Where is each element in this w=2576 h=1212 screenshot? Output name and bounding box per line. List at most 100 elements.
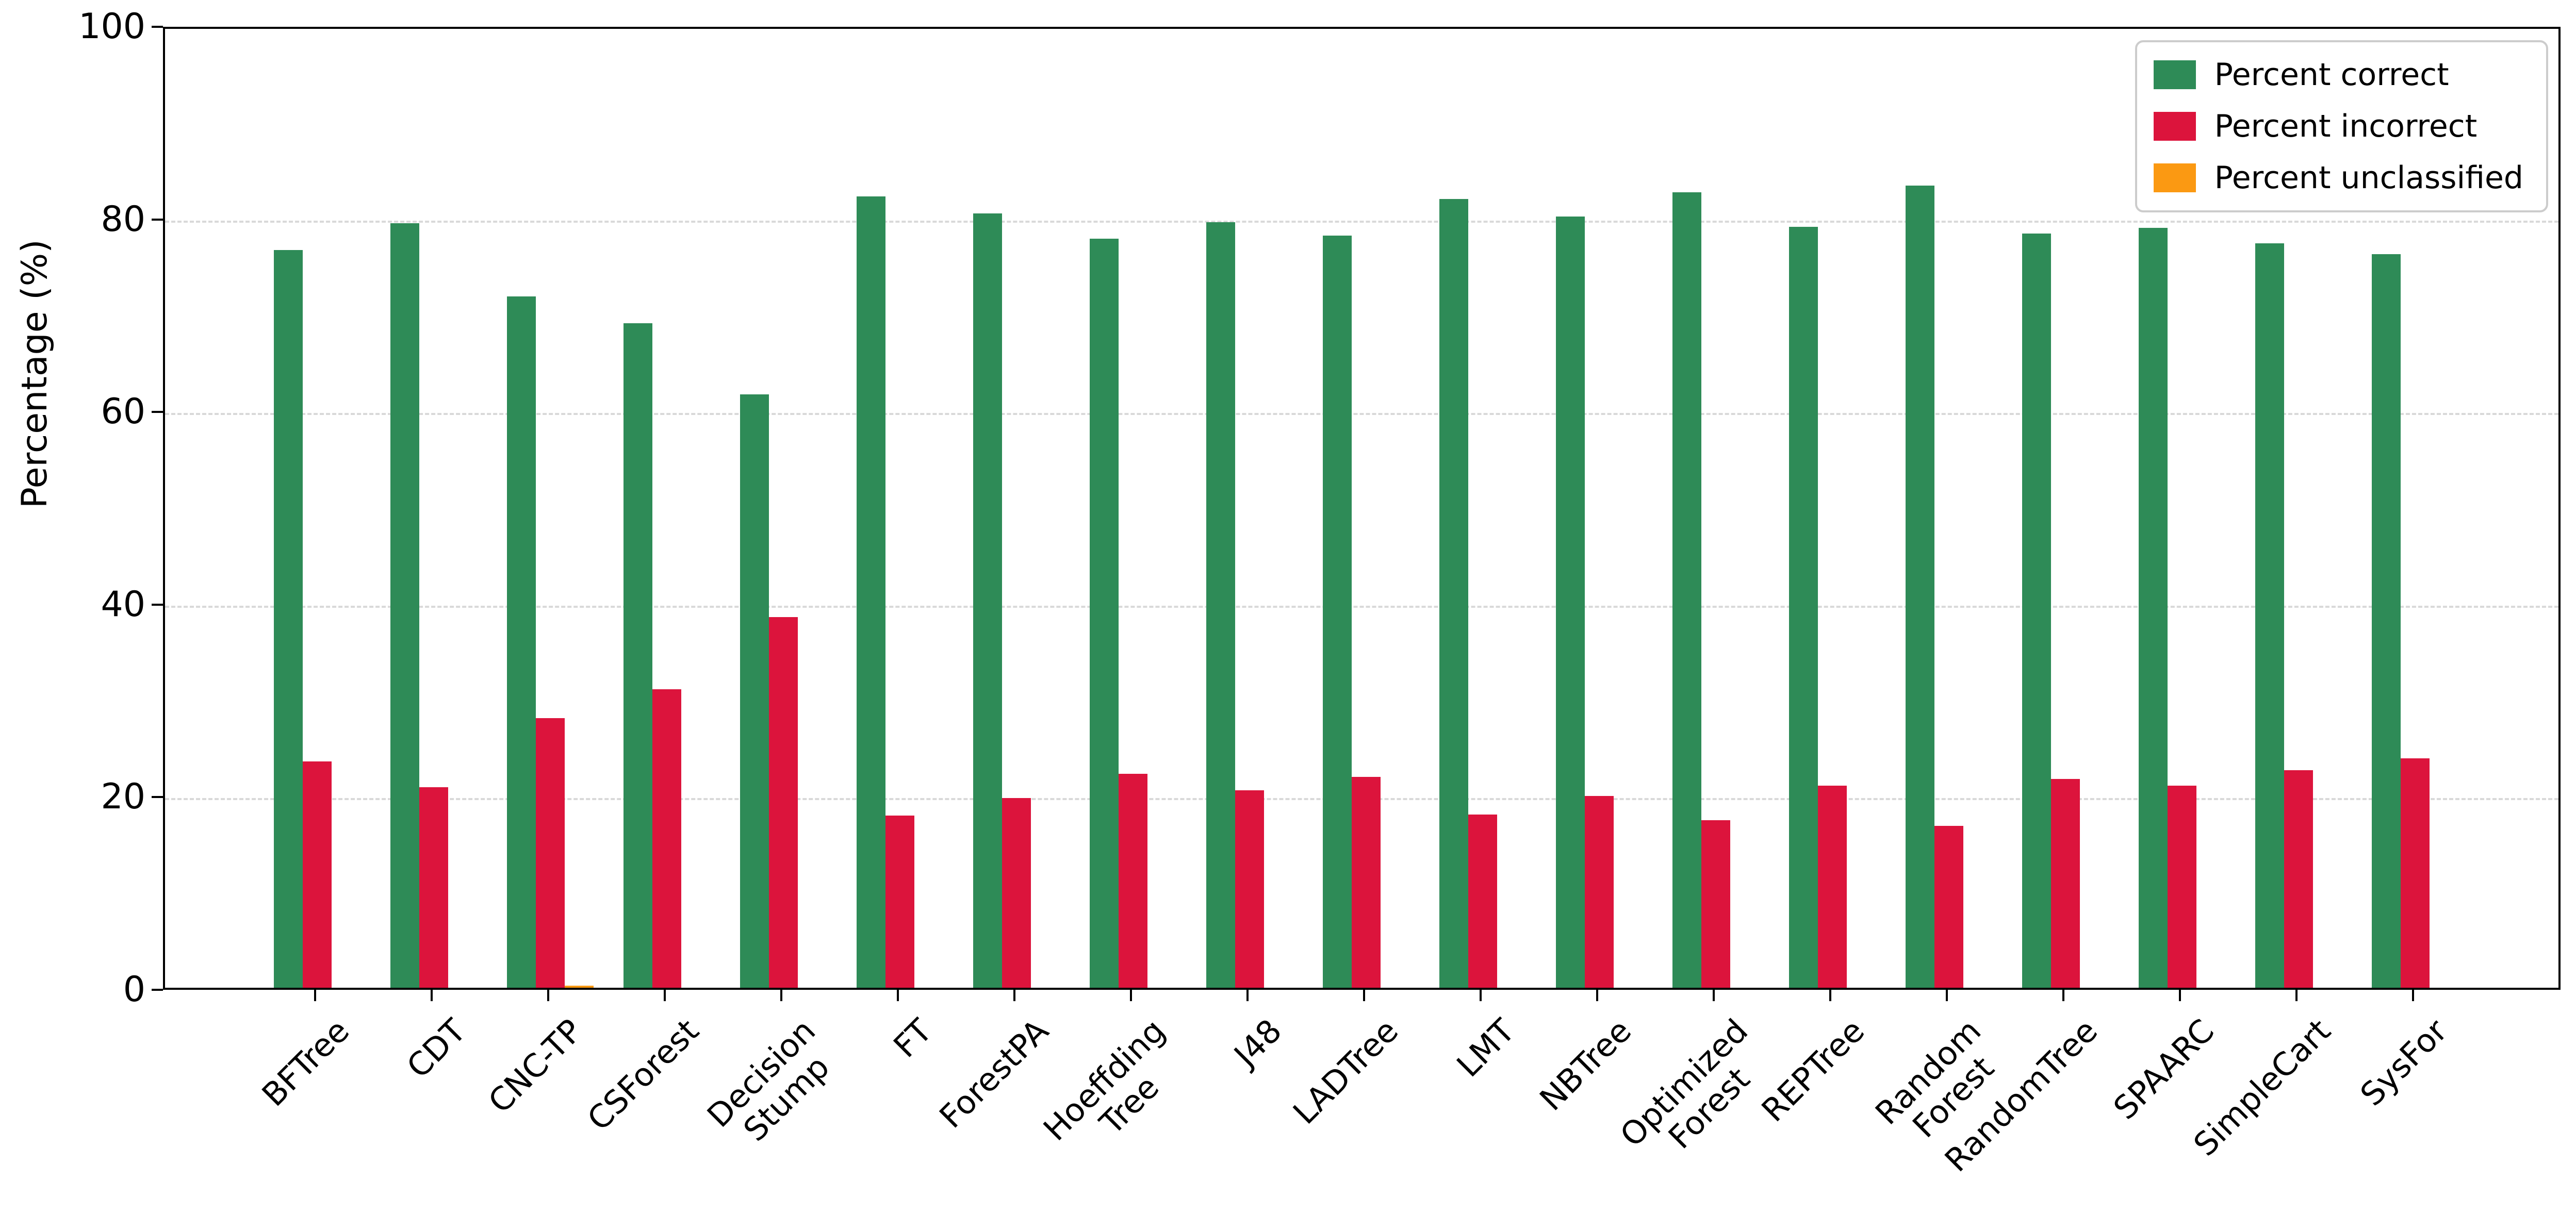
x-tick-label-LMT: LMT: [1449, 1011, 1522, 1085]
bar-incorrect-NBTree: [1585, 796, 1614, 988]
bar-incorrect-SimpleCart: [2284, 770, 2313, 988]
x-tick-mark-6: [1013, 990, 1015, 1001]
gridline-60: [165, 413, 2558, 416]
y-tick-mark-20: [152, 796, 163, 799]
x-tick-label-LADTree: LADTree: [1286, 1011, 1406, 1132]
bar-incorrect-Hoeffding-Tree: [1119, 774, 1147, 988]
bar-correct-CNC-TP: [507, 296, 536, 988]
x-tick-mark-0: [314, 990, 316, 1001]
bar-correct-LADTree: [1323, 236, 1352, 988]
gridline-80: [165, 220, 2558, 223]
x-tick-mark-2: [547, 990, 549, 1001]
y-tick-label-100: 100: [78, 6, 145, 47]
legend-swatch-icon: [2153, 60, 2196, 89]
bar-correct-Random-Forest: [1906, 185, 1934, 988]
bar-incorrect-Optimized-Forest: [1701, 820, 1730, 988]
x-tick-mark-15: [2062, 990, 2064, 1001]
x-tick-mark-14: [1946, 990, 1948, 1001]
y-tick-label-80: 80: [101, 198, 145, 240]
y-tick-mark-100: [152, 26, 163, 28]
bar-incorrect-BFTree: [303, 761, 332, 988]
bar-correct-RandomTree: [2022, 234, 2051, 988]
y-tick-label-40: 40: [101, 584, 145, 625]
y-tick-label-60: 60: [101, 391, 145, 433]
legend: Percent correct Percent incorrect Percent …: [2135, 40, 2548, 212]
x-tick-label-NBTree: NBTree: [1532, 1011, 1639, 1118]
x-tick-mark-10: [1480, 990, 1482, 1001]
y-axis-label: Percentage (%): [14, 239, 55, 508]
x-tick-mark-5: [897, 990, 899, 1001]
bar-incorrect-LMT: [1468, 814, 1497, 988]
bar-incorrect-LADTree: [1352, 776, 1381, 988]
bar-incorrect-Random-Forest: [1934, 826, 1963, 988]
bar-incorrect-SysFor: [2401, 758, 2430, 988]
bar-correct-LMT: [1439, 199, 1468, 988]
bar-correct-SimpleCart: [2255, 243, 2284, 988]
legend-label: Percent unclassified: [2214, 160, 2523, 196]
x-tick-mark-18: [2412, 990, 2414, 1001]
y-tick-label-20: 20: [101, 776, 145, 818]
legend-swatch-icon: [2153, 112, 2196, 141]
bar-incorrect-RandomTree: [2051, 778, 2080, 988]
bar-incorrect-CDT: [419, 787, 448, 988]
x-tick-label-J48: J48: [1226, 1011, 1289, 1074]
y-tick-mark-0: [152, 989, 163, 991]
legend-item-1: Percent incorrect: [2153, 108, 2523, 144]
bar-correct-CSForest: [624, 323, 652, 988]
plot-area: Percent correct Percent incorrect Percent …: [163, 27, 2561, 990]
y-tick-mark-40: [152, 603, 163, 606]
bar-incorrect-CNC-TP: [536, 718, 565, 988]
bar-correct-ForestPA: [973, 213, 1002, 988]
x-tick-mark-17: [2295, 990, 2298, 1001]
x-tick-label-Hoeffding-Tree: Hoeffding Tree: [1036, 1011, 1173, 1148]
legend-swatch-icon: [2153, 163, 2196, 192]
bar-incorrect-CSForest: [652, 689, 681, 988]
legend-item-0: Percent correct: [2153, 57, 2523, 93]
y-tick-label-0: 0: [123, 969, 145, 1010]
x-tick-mark-8: [1246, 990, 1249, 1001]
bar-correct-BFTree: [274, 250, 303, 988]
bar-incorrect-Decision-Stump: [769, 617, 798, 988]
x-tick-mark-11: [1596, 990, 1598, 1001]
x-tick-mark-12: [1713, 990, 1715, 1001]
x-tick-label-Decision-Stump: Decision Stump: [699, 1011, 837, 1149]
bar-correct-CDT: [390, 223, 419, 988]
bar-correct-NBTree: [1556, 216, 1585, 988]
bar-correct-Hoeffding-Tree: [1090, 238, 1119, 988]
bar-incorrect-J48: [1235, 790, 1264, 988]
y-tick-mark-60: [152, 411, 163, 413]
bar-correct-J48: [1206, 222, 1235, 988]
bar-correct-Optimized-Forest: [1672, 192, 1701, 988]
bar-correct-SysFor: [2372, 254, 2401, 988]
x-tick-mark-16: [2179, 990, 2181, 1001]
legend-item-2: Percent unclassified: [2153, 160, 2523, 196]
x-tick-mark-13: [1829, 990, 1831, 1001]
bar-correct-SPAARC: [2139, 228, 2168, 988]
x-tick-label-Optimized-Forest: Optimized Forest: [1613, 1011, 1758, 1156]
x-tick-label-SPAARC: SPAARC: [2106, 1011, 2222, 1127]
bar-correct-FT: [857, 196, 885, 988]
x-tick-mark-9: [1363, 990, 1365, 1001]
x-tick-label-CNC-TP: CNC-TP: [481, 1011, 590, 1121]
bar-incorrect-SPAARC: [2168, 785, 2196, 988]
x-tick-label-CSForest: CSForest: [580, 1011, 707, 1138]
bar-correct-Decision-Stump: [740, 394, 769, 988]
gridline-40: [165, 605, 2558, 608]
x-tick-mark-7: [1130, 990, 1132, 1001]
x-tick-label-ForestPA: ForestPA: [932, 1011, 1056, 1136]
x-tick-label-CDT: CDT: [399, 1011, 473, 1086]
bar-incorrect-FT: [885, 815, 914, 988]
legend-label: Percent correct: [2214, 57, 2449, 93]
bar-incorrect-REPTree: [1818, 785, 1847, 988]
bar-incorrect-ForestPA: [1002, 798, 1031, 988]
bar-unclassified-CNC-TP: [565, 986, 594, 988]
legend-label: Percent incorrect: [2214, 108, 2477, 144]
y-tick-mark-80: [152, 218, 163, 221]
x-tick-mark-4: [780, 990, 782, 1001]
x-tick-label-FT: FT: [886, 1011, 940, 1065]
x-tick-label-BFTree: BFTree: [254, 1011, 357, 1114]
x-tick-mark-3: [664, 990, 666, 1001]
x-tick-label-SysFor: SysFor: [2353, 1011, 2455, 1114]
x-tick-mark-1: [431, 990, 433, 1001]
